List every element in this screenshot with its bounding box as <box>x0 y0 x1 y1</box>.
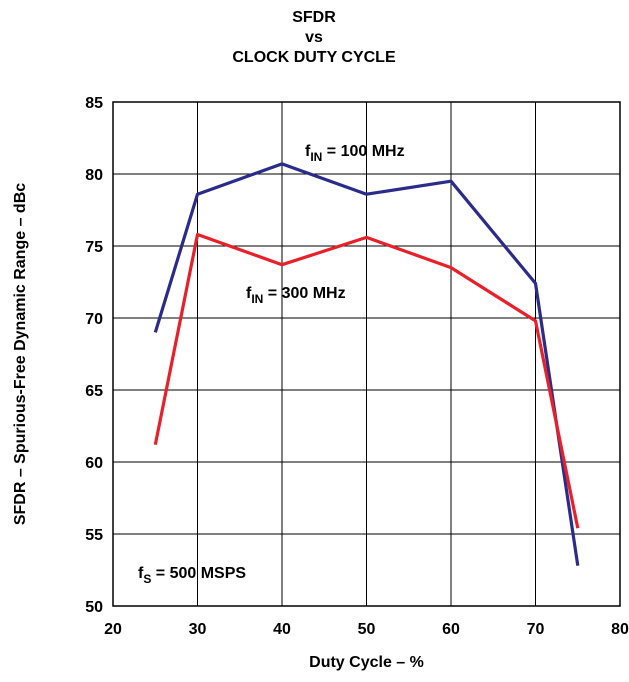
y-axis-label: SFDR – Spurious-Free Dynamic Range – dBc <box>12 183 29 525</box>
x-tick-label: 80 <box>611 621 629 638</box>
y-tick-label: 55 <box>85 527 103 544</box>
y-tick-label: 65 <box>85 383 103 400</box>
plot-frame <box>112 101 621 607</box>
x-axis-label: Duty Cycle – % <box>309 654 424 671</box>
x-tick-labels: 20 30 40 50 60 70 80 <box>104 621 629 638</box>
y-tick-label: 75 <box>85 239 103 256</box>
chart-title: SFDR vs CLOCK DUTY CYCLE <box>232 9 396 66</box>
chart-title-line: CLOCK DUTY CYCLE <box>232 49 396 66</box>
y-tick-labels: 50 55 60 65 70 75 80 85 <box>85 95 103 616</box>
grid-lines <box>113 102 620 606</box>
y-tick-label: 80 <box>85 167 103 184</box>
series-label-fin-300mhz: fIN = 300 MHz <box>246 285 346 306</box>
x-tick-label: 40 <box>273 621 291 638</box>
y-tick-label: 50 <box>85 599 103 616</box>
y-tick-label: 85 <box>85 95 103 112</box>
chart-title-line: vs <box>305 29 323 46</box>
series-line-fin-100mhz <box>153 162 580 566</box>
x-tick-label: 30 <box>189 621 207 638</box>
x-tick-label: 70 <box>527 621 545 638</box>
y-tick-label: 60 <box>85 455 103 472</box>
chart-title-line: SFDR <box>292 9 336 26</box>
x-tick-label: 20 <box>104 621 122 638</box>
data-series <box>153 162 580 566</box>
annotation-sample-rate: fS = 500 MSPS <box>138 565 246 586</box>
series-label-fin-100mhz: fIN = 100 MHz <box>305 143 405 164</box>
x-tick-label: 60 <box>442 621 460 638</box>
series-line-fin-300mhz <box>153 232 580 529</box>
series-labels: fIN = 100 MHz fIN = 300 MHz fS = 500 MSPS <box>138 143 405 586</box>
x-tick-label: 50 <box>358 621 376 638</box>
y-tick-label: 70 <box>85 311 103 328</box>
